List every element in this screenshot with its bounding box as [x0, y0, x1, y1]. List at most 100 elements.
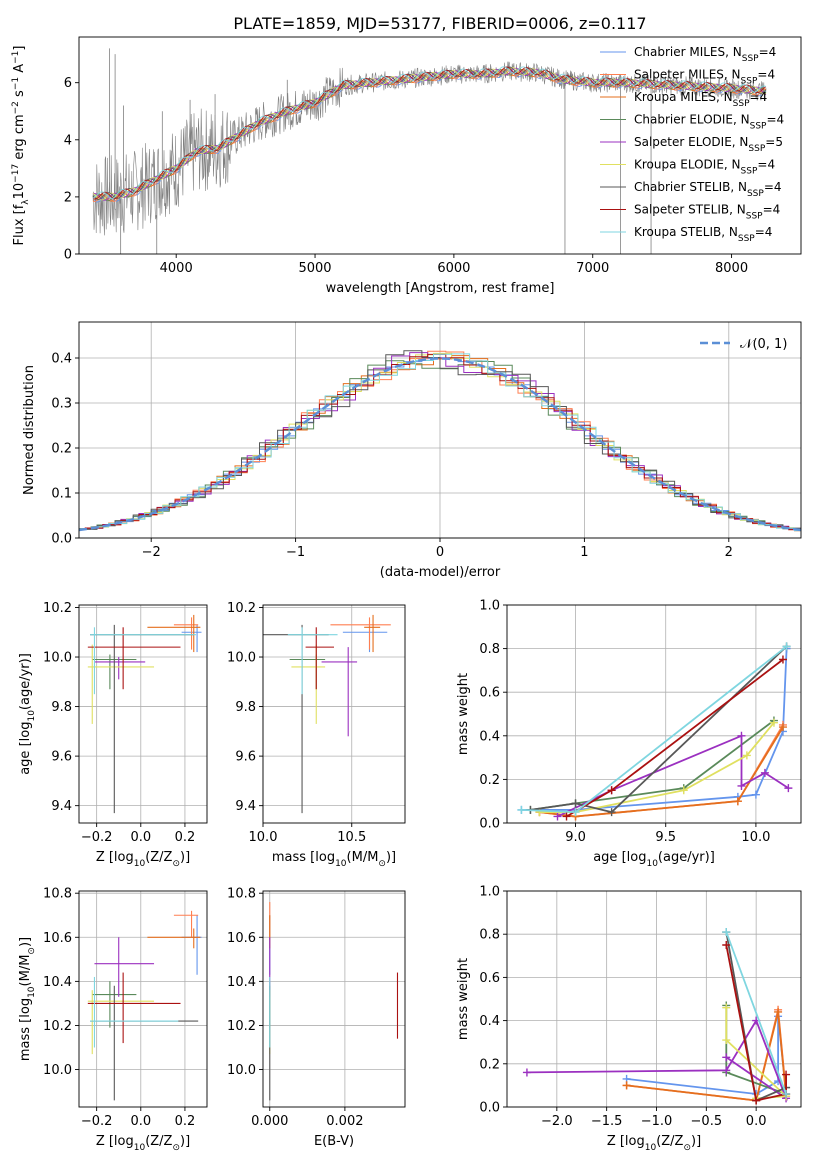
- label-part: SSP: [748, 144, 765, 154]
- x-tick-label: 9.0: [565, 830, 586, 845]
- label-part: =5: [765, 135, 783, 149]
- y-tick-label: 10.4: [227, 975, 256, 990]
- normal-curve: [79, 357, 801, 532]
- label-part: SSP: [750, 122, 767, 132]
- plot-area: [269, 902, 399, 1101]
- plot-area: [79, 350, 801, 532]
- x-tick-label: −1.5: [591, 1114, 623, 1129]
- spectrum-model-line: [92, 67, 767, 201]
- axes-frame: [78, 890, 208, 1108]
- label-part: (M/M: [347, 850, 379, 865]
- x-tick-label: 0.0: [746, 1114, 767, 1129]
- weight-point-marker: [769, 718, 778, 727]
- label-part: Chabrier ELODIE, N: [634, 113, 750, 127]
- y-axis-label: age [log10(age/yr)]: [18, 653, 37, 775]
- label-part: wavelength [Angstrom, rest frame]: [326, 281, 555, 296]
- x-axis-label: (data-model)/error: [380, 565, 501, 580]
- x-axis-label: Z [log10(Z/Z⊙)]: [607, 1134, 701, 1153]
- y-tick-label: 10.6: [43, 931, 72, 946]
- y-tick-label: 1.0: [479, 885, 500, 900]
- x-tick-label: −2: [142, 545, 161, 560]
- x-tick-label: 0.002: [326, 1114, 363, 1129]
- y-axis-label: Flux [fλ10−17 erg cm−2 s−1 A−1]: [11, 46, 31, 246]
- weight-point-marker: [722, 1036, 731, 1045]
- label-part: −17: [11, 164, 21, 183]
- weight-point-marker: [752, 1096, 761, 1105]
- x-axis-label: wavelength [Angstrom, rest frame]: [326, 281, 555, 296]
- label-part: =4: [757, 68, 775, 82]
- axes-frame: [262, 890, 406, 1108]
- label-part: ⊙: [172, 1143, 180, 1153]
- y-axis-label: Normed distribution: [22, 365, 37, 495]
- label-part: (Z/Z: [145, 1134, 172, 1149]
- y-tick-label: 10.8: [227, 887, 256, 902]
- label-part: )]: [180, 1134, 190, 1149]
- weight-point-marker: [784, 784, 793, 793]
- x-tick-label: 10.5: [337, 830, 366, 845]
- panel-ebv-mass: 0.000 0.002 10.0 10.2 10.4 10.6 10.8 E(B-V): [227, 887, 406, 1149]
- panel-z-weight: −2.0 −1.5 −1.0 −0.5 0.0 0.0 0.2 0.4 0.6 0.8 1.0 Z […: [456, 885, 802, 1153]
- y-tick-label: 9.4: [235, 799, 256, 814]
- label-part: −1: [11, 77, 21, 90]
- histogram-step: [90, 353, 801, 532]
- x-axis-label: mass [log10(M/M⊙)]: [272, 850, 396, 869]
- y-tick-label: 9.4: [51, 799, 72, 814]
- y-axis-label: mass weight: [456, 958, 471, 1040]
- label-part: Z [log: [96, 850, 134, 865]
- x-tick-label: 0.0: [130, 1114, 151, 1129]
- y-tick-label: 1.0: [479, 599, 500, 614]
- label-part: =4: [764, 180, 782, 194]
- label-part: )]: [180, 850, 190, 865]
- panel-residuals: −2 −1 0 1 2 0.0 0.1 0.2 0.3 0.4 (data-model)/error…: [22, 321, 802, 580]
- y-axis-label: mass [log10(M/M⊙)]: [18, 937, 37, 1061]
- weight-point-marker: [722, 1066, 731, 1075]
- x-tick-label: 4000: [160, 261, 193, 276]
- plot-area: [92, 48, 767, 254]
- label-part: −1: [11, 51, 21, 64]
- x-tick-label: 5000: [298, 261, 331, 276]
- figure-title: PLATE=1859, MJD=53177, FIBERID=0006, z=0…: [233, 14, 646, 33]
- legend-entry: 𝒩(0, 1): [740, 337, 787, 352]
- y-tick-label: 10.0: [227, 1063, 256, 1078]
- weight-point-marker: [774, 1007, 783, 1016]
- label-part: ⊙: [378, 859, 386, 869]
- label-part: (Z/Z: [145, 850, 172, 865]
- weight-point-marker: [778, 723, 787, 732]
- label-part: 10: [12, 183, 27, 200]
- label-part: SSP: [742, 54, 759, 64]
- label-part: ⊙: [172, 859, 180, 869]
- y-tick-label: 10.6: [227, 931, 256, 946]
- axes-frame: [78, 36, 802, 255]
- weight-point-marker: [737, 731, 746, 740]
- label-part: mass weight: [456, 958, 471, 1040]
- x-tick-label: 10.0: [249, 830, 278, 845]
- y-tick-label: 0.2: [479, 773, 500, 788]
- label-part: Flux [f: [12, 204, 27, 245]
- legend-entry: Kroupa ELODIE, NSSP=4: [634, 158, 775, 177]
- x-tick-label: 0.2: [175, 830, 196, 845]
- y-tick-label: 10.8: [43, 887, 72, 902]
- x-axis-label: E(B-V): [314, 1134, 354, 1149]
- weight-point-marker: [737, 781, 746, 790]
- weight-point-marker: [733, 797, 742, 806]
- label-part: Salpeter STELIB, N: [634, 203, 746, 217]
- x-tick-label: −0.2: [81, 1114, 113, 1129]
- y-tick-label: 0.2: [479, 1057, 500, 1072]
- panel-spectrum: 4000 5000 6000 7000 8000 0 2 4 6 wavelength [Angs…: [11, 36, 802, 296]
- label-part: erg cm: [12, 114, 27, 163]
- label-part: ]: [12, 46, 27, 51]
- y-tick-label: 9.8: [235, 700, 256, 715]
- weight-point-marker: [751, 790, 760, 799]
- y-tick-label: 10.2: [43, 1019, 72, 1034]
- y-tick-label: 6: [64, 76, 72, 91]
- x-tick-label: −0.5: [691, 1114, 723, 1129]
- label-part: )]: [386, 850, 396, 865]
- label-part: =4: [755, 225, 773, 239]
- y-tick-label: 9.6: [235, 750, 256, 765]
- weight-point-marker: [742, 751, 751, 760]
- weight-point-marker: [760, 768, 769, 777]
- y-tick-label: 0.4: [479, 729, 500, 744]
- weight-series-line: [725, 944, 787, 1102]
- weight-point-marker: [782, 1090, 791, 1099]
- label-part: ⊙: [27, 947, 37, 955]
